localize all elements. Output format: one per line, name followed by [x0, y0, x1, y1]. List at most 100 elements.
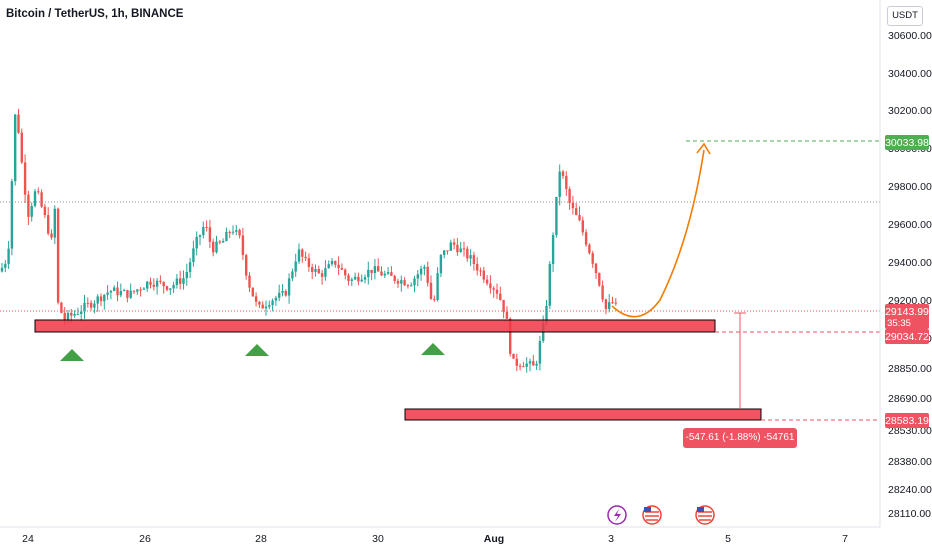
lower-zone[interactable]: [404, 408, 762, 421]
candle-body: [538, 340, 542, 364]
axis-corner: [883, 527, 932, 550]
time-tick-label: Aug: [484, 533, 504, 545]
candle-body: [608, 302, 611, 309]
projected-path[interactable]: [611, 149, 705, 318]
candle-body: [231, 231, 235, 233]
candle-body: [363, 277, 367, 280]
candle-body: [251, 287, 254, 297]
candle-body: [324, 268, 327, 277]
candle-body: [281, 291, 284, 293]
lightning-event-icon[interactable]: [607, 505, 627, 525]
time-tick-label: 30: [372, 533, 384, 545]
candle-body: [436, 273, 439, 301]
target-price-text: 30033.98: [885, 137, 929, 149]
candle-body: [271, 300, 274, 306]
price-axis[interactable]: 30600.0030400.0030200.0030000.0029800.00…: [888, 30, 932, 520]
support-price-tag: [885, 329, 929, 344]
candle-body: [565, 175, 568, 190]
candle-body: [192, 248, 195, 263]
candle-body: [419, 268, 423, 275]
candle-body: [479, 270, 482, 272]
candle-body: [578, 215, 581, 221]
candle-body: [551, 234, 555, 265]
time-axis[interactable]: 24 26 28 30 Aug 3 5 7: [22, 533, 848, 545]
candle-body: [367, 269, 370, 278]
candle-body: [320, 273, 324, 277]
time-tick-label: 24: [22, 533, 34, 545]
candle-body: [446, 250, 449, 252]
candle-body: [476, 263, 479, 271]
candle-body: [594, 263, 598, 274]
up-arrow-marker: [245, 344, 269, 356]
candle-body: [66, 312, 70, 320]
candle-body: [40, 192, 43, 207]
candle-body: [60, 302, 63, 313]
candle-body: [264, 306, 268, 309]
price-tick-label: 28850.00: [888, 363, 932, 375]
candle-body: [159, 280, 162, 282]
candle-body: [248, 275, 251, 288]
candle-body: [337, 264, 340, 269]
candle-body: [614, 302, 617, 304]
candle-body: [20, 132, 23, 163]
candle-body: [99, 296, 103, 302]
candle-body: [522, 366, 525, 368]
candle-body: [495, 289, 499, 294]
projected-arrowhead: [696, 142, 711, 155]
candle-body: [27, 194, 30, 217]
candle-body: [53, 208, 56, 238]
candle-body: [93, 303, 96, 308]
us-flag-icon[interactable]: [642, 505, 662, 525]
candle-body: [307, 258, 311, 268]
candle-body: [499, 293, 502, 300]
candle-body: [7, 248, 10, 264]
current-price-tag: [885, 304, 929, 329]
candle-body: [50, 233, 53, 238]
candle-body: [241, 235, 245, 256]
candle-body: [548, 264, 551, 306]
candle-body: [489, 283, 492, 289]
candle-body: [96, 296, 99, 304]
candle-body: [37, 191, 40, 193]
candle-body: [103, 294, 106, 302]
candle-body: [80, 311, 83, 314]
candle-body: [558, 171, 561, 197]
candle-body: [601, 285, 604, 300]
candle-body: [380, 271, 383, 276]
candle-body: [304, 256, 307, 259]
time-tick-label: 26: [139, 533, 151, 545]
candle-body: [396, 280, 400, 284]
candle-body: [122, 290, 126, 292]
candle-body: [505, 311, 509, 319]
candle-body: [221, 241, 225, 243]
candle-body: [33, 191, 37, 207]
candle-body: [340, 268, 344, 270]
candle-body: [63, 312, 66, 320]
candle-body: [175, 278, 179, 285]
candle-body: [254, 296, 258, 302]
candle-body: [218, 241, 221, 243]
candle-body: [423, 266, 426, 269]
support-zone[interactable]: [34, 319, 716, 333]
candle-body: [205, 227, 208, 229]
symbol-title[interactable]: Bitcoin / TetherUS, 1h, BINANCE: [6, 8, 184, 20]
candle-body: [245, 255, 248, 276]
candle-body: [515, 358, 518, 366]
candle-body: [575, 208, 578, 216]
price-tick-label: 30600.00: [888, 30, 932, 42]
time-tick-label: 7: [842, 533, 848, 545]
candle-body: [126, 290, 129, 298]
candle-body: [165, 286, 169, 290]
candle-body: [284, 291, 287, 296]
candle-body: [23, 162, 27, 195]
us-flag-icon[interactable]: [695, 505, 715, 525]
candle-body: [301, 249, 304, 257]
candle-body: [383, 273, 386, 276]
currency-button[interactable]: USDT: [887, 6, 923, 26]
candle-body: [334, 260, 337, 265]
candle-body: [512, 353, 515, 359]
candle-body: [261, 304, 264, 309]
candle-body: [370, 269, 373, 273]
candle-body: [113, 287, 116, 291]
